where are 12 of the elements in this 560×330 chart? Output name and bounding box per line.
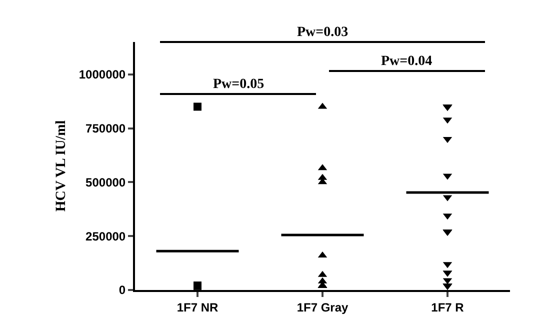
x-tick-label: 1F7 NR bbox=[176, 300, 219, 314]
text: Pw=0.03 bbox=[297, 25, 348, 40]
annotation: Pw=0.04 bbox=[381, 54, 432, 69]
annotation: Pw=0.05 bbox=[213, 77, 264, 92]
y-tick-label: 0 bbox=[118, 283, 126, 298]
x-tick-label: 1F7 Gray bbox=[296, 300, 348, 314]
y-tick-label: 500000 bbox=[86, 175, 126, 190]
y-tick-label: 1000000 bbox=[78, 68, 126, 82]
y-tick-label: 250000 bbox=[86, 229, 126, 244]
y-axis-title: HCV VL IU/ml bbox=[54, 120, 69, 212]
y-tick-label: 750000 bbox=[86, 121, 126, 136]
x-tick-label: 1F7 R bbox=[431, 300, 464, 314]
